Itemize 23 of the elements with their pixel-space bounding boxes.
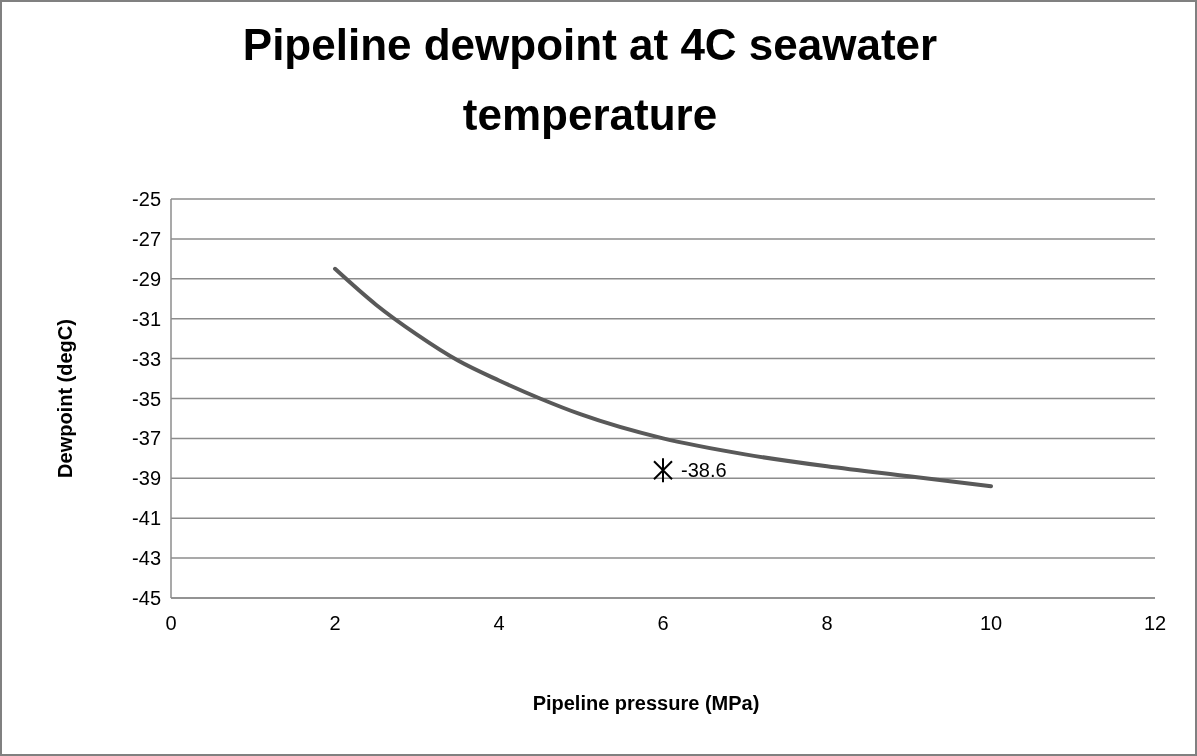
y-tick-label: -29 xyxy=(132,267,161,290)
y-tick-label: -33 xyxy=(132,347,161,370)
x-tick-label: 0 xyxy=(165,612,177,634)
x-tick-label: 2 xyxy=(329,612,341,634)
line-series xyxy=(333,266,993,489)
x-tick-label: 4 xyxy=(493,612,505,634)
x-tick-label: 8 xyxy=(821,612,833,634)
y-tick-label: -45 xyxy=(132,587,161,609)
y-tick-label: -41 xyxy=(132,507,161,530)
y-tick-label: -39 xyxy=(132,467,161,490)
x-tick-label: 10 xyxy=(979,612,1003,634)
x-tick-label: 12 xyxy=(1143,612,1167,634)
y-tick-label: -31 xyxy=(132,307,161,330)
y-tick-label: -35 xyxy=(132,387,161,410)
y-tick-label: -25 xyxy=(132,188,161,210)
y-axis-title: Dewpoint (degC) xyxy=(54,319,76,478)
y-tick-label: -37 xyxy=(132,427,161,450)
y-tick-label: -43 xyxy=(132,547,161,570)
chart-title: Pipeline dewpoint at 4C seawater temperature xyxy=(242,20,938,139)
x-axis-title: Pipeline pressure (MPa) xyxy=(532,692,760,714)
y-tick-label: -27 xyxy=(132,227,161,250)
x-tick-label: 6 xyxy=(657,612,669,634)
data-label: -38.6 xyxy=(681,459,727,482)
